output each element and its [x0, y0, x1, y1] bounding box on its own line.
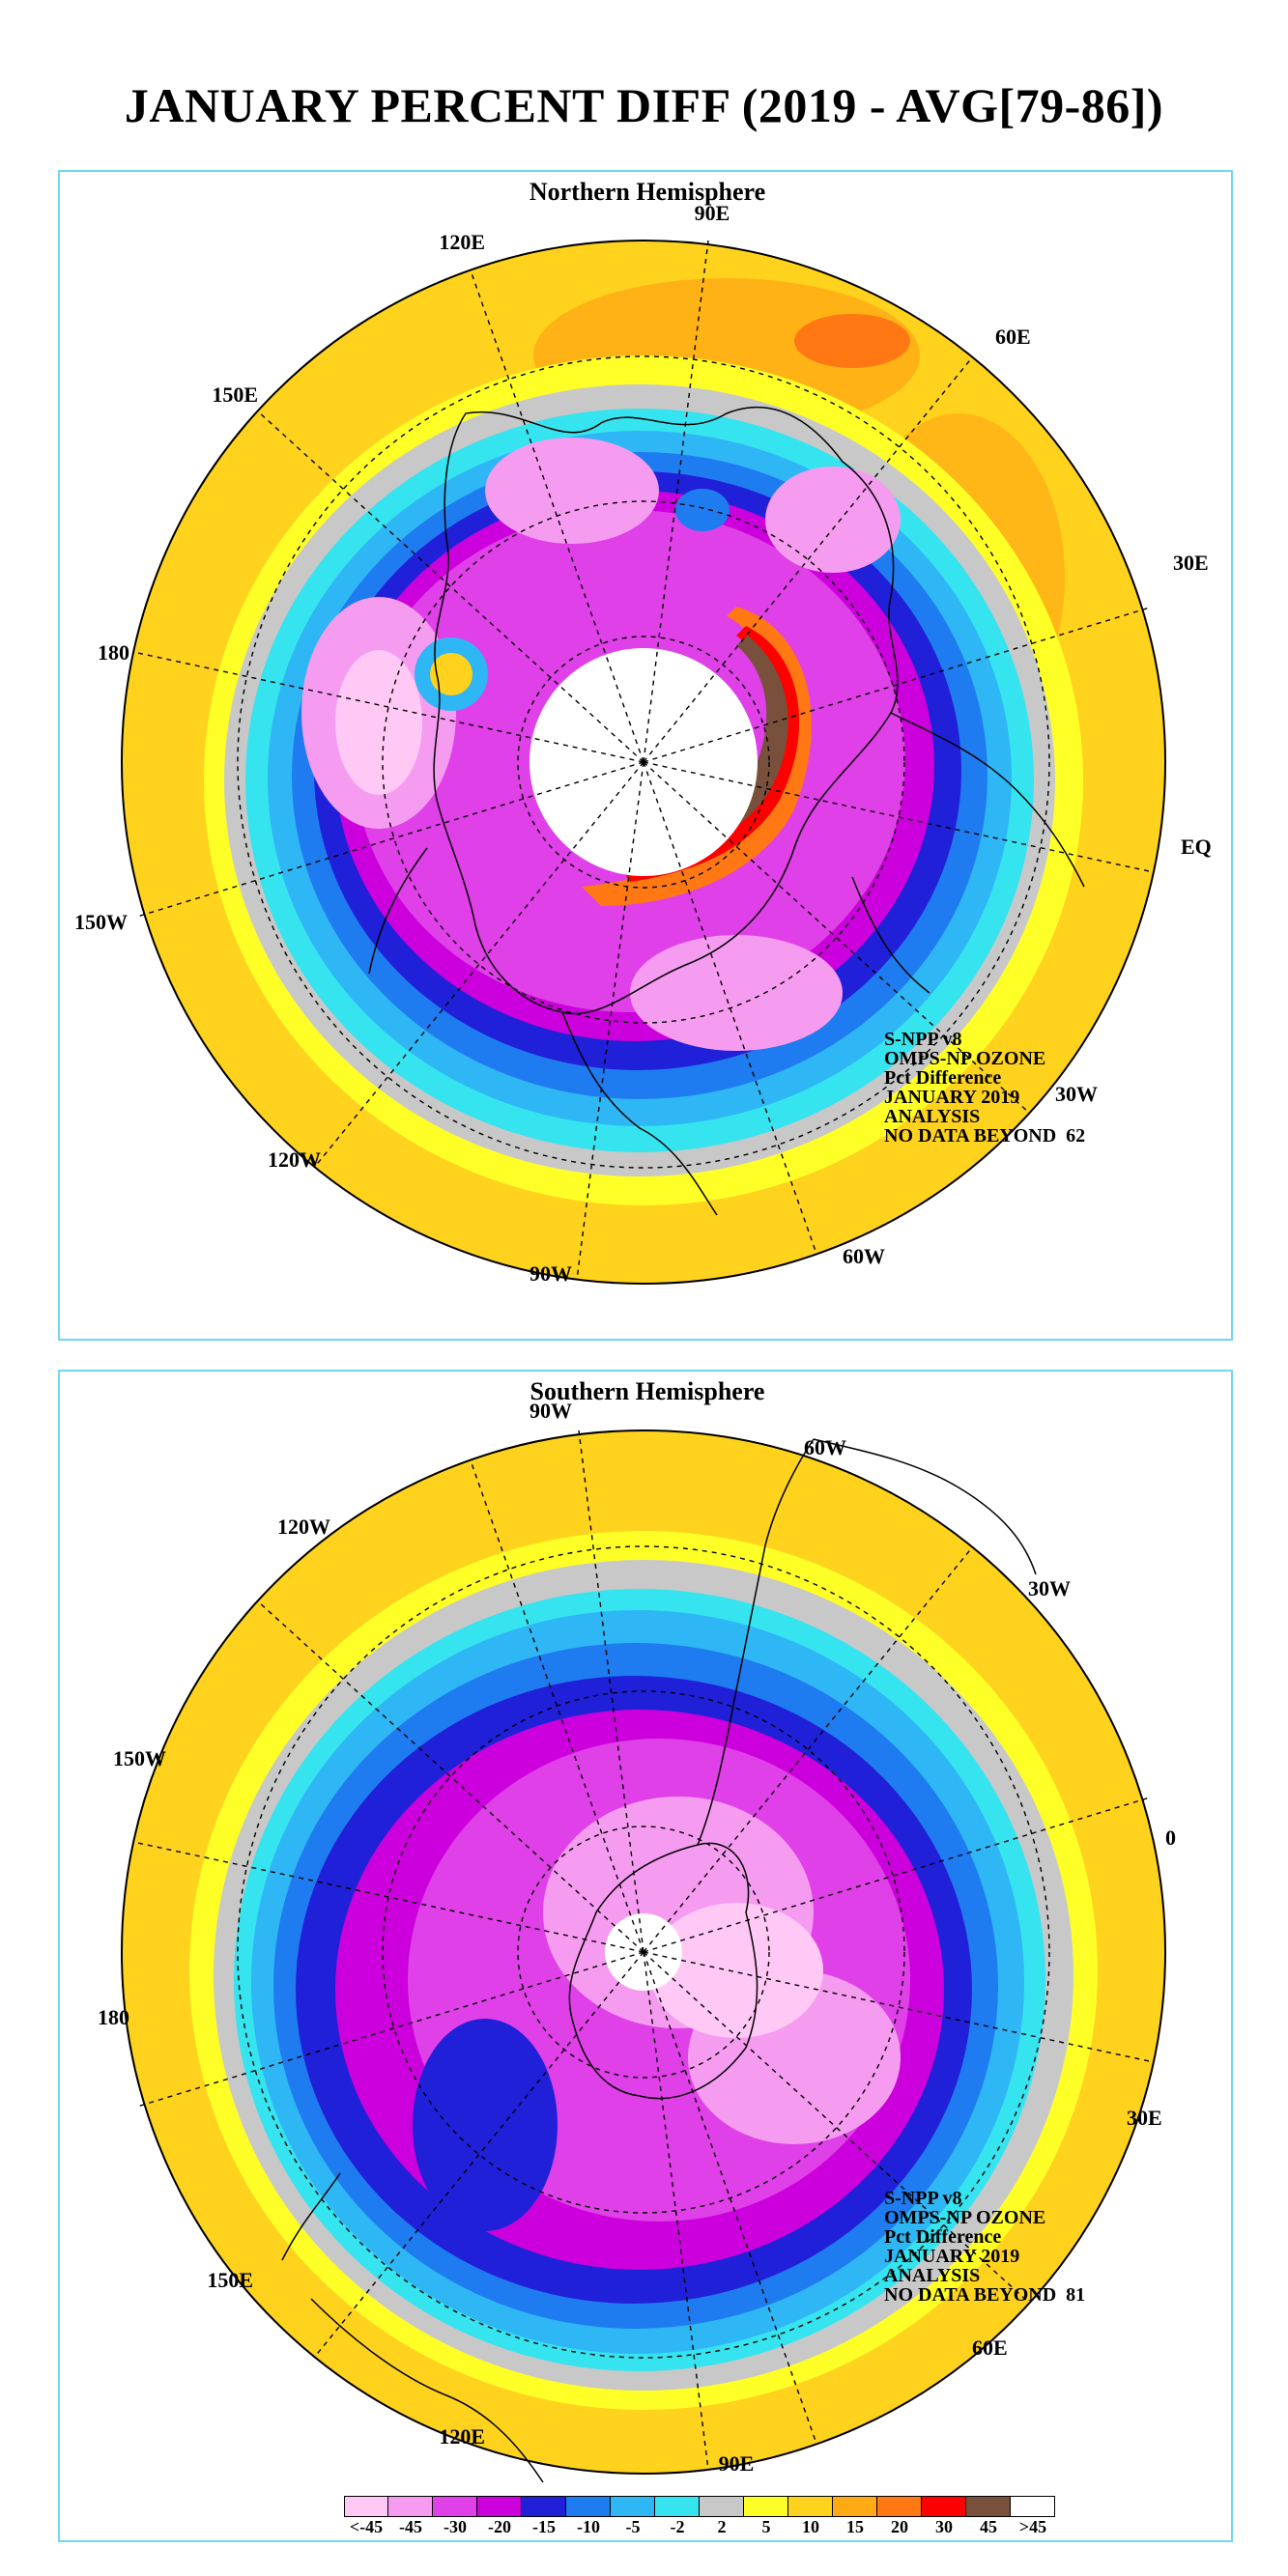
north-longitude-labels: 90E 60E 30E EQ 30W 60W 90W 120W 150W 180…: [74, 201, 1212, 1286]
south-info-line: OMPS-NP OZONE: [884, 2207, 1046, 2228]
north-map-boundary: [121, 240, 1166, 1285]
south-lon-label: 0: [1165, 1826, 1176, 1850]
northern-hemisphere-title: Northern Hemisphere: [529, 178, 766, 206]
south-lon-label: 120E: [439, 2424, 485, 2449]
south-patch-minus15-west: [413, 2019, 558, 2231]
north-lon-label: 60W: [843, 1244, 885, 1268]
colorbar-swatch: [700, 2496, 744, 2517]
colorbar-swatch: [833, 2496, 877, 2517]
south-coastlines: [281, 1438, 1037, 2483]
north-lon-label: 120W: [268, 1147, 321, 1172]
south-lon-label: 90E: [719, 2451, 755, 2476]
colorbar-swatch: [388, 2496, 433, 2517]
north-info-line: NO DATA BEYOND 62: [884, 1125, 1086, 1146]
north-patch-blue-north: [675, 489, 730, 531]
colorbar: [344, 2496, 1055, 2517]
colorbar-label: -15: [532, 2517, 556, 2536]
north-vortex-edge-brown: [654, 636, 788, 860]
north-patch-minus45-south: [630, 935, 843, 1051]
colorbar-label: -45: [399, 2517, 422, 2536]
colorbar-label: -20: [488, 2517, 511, 2536]
south-info-line: S-NPP v8: [884, 2188, 962, 2209]
south-graticule: [132, 1430, 1155, 2471]
page-title: JANUARY PERCENT DIFF (2019 - AVG[79-86]): [124, 78, 1164, 132]
south-info-line: Pct Difference: [884, 2226, 1002, 2248]
colorbar-label: 45: [980, 2517, 997, 2536]
north-lon-label: EQ: [1181, 835, 1212, 859]
north-patch-yellow-west: [430, 653, 472, 695]
north-vortex-edge-red: [620, 626, 800, 882]
colorbar-swatch: [744, 2496, 788, 2517]
south-lon-label: 120W: [277, 1514, 330, 1539]
south-lon-label: 30W: [1028, 1576, 1071, 1600]
south-map-boundary: [121, 1430, 1166, 2475]
colorbar-swatch: [877, 2496, 922, 2517]
colorbar-swatch: [566, 2496, 611, 2517]
colorbar-labels: <-45 -45 -30 -20 -15 -10 -5 -2 2 5 10 15 20 30 45 >45: [344, 2517, 1055, 2538]
colorbar-swatch: [433, 2496, 477, 2517]
north-graticule: [132, 240, 1155, 1281]
colorbar-label: -5: [625, 2517, 641, 2536]
colorbar-swatch: [655, 2496, 700, 2517]
north-lon-label: 30E: [1173, 551, 1209, 575]
north-info-line: ANALYSIS: [884, 1106, 981, 1127]
north-coastlines: [368, 406, 1085, 1216]
north-lon-label: 120E: [439, 230, 485, 254]
southern-hemisphere-panel: Southern Hemisphere: [58, 1370, 1233, 2542]
north-info-block: S-NPP v8 OMPS-NP OZONE Pct Difference JANUA…: [884, 1030, 1085, 1146]
north-lon-label: 150E: [212, 382, 258, 407]
northern-hemisphere-panel: Northern Hemisphere: [58, 170, 1233, 1341]
colorbar-label: 5: [761, 2517, 771, 2536]
north-lon-label: 90E: [695, 201, 730, 225]
colorbar-label: 15: [846, 2517, 864, 2536]
north-info-line: JANUARY 2019: [884, 1087, 1020, 1108]
north-lon-label: 90W: [530, 1261, 572, 1286]
south-lon-label: 30E: [1127, 2106, 1162, 2130]
north-lon-label: 60E: [995, 325, 1031, 349]
south-info-line: JANUARY 2019: [884, 2246, 1020, 2267]
colorbar-label: -30: [444, 2517, 467, 2536]
colorbar-label: -2: [670, 2517, 685, 2536]
north-lon-label: 30W: [1055, 1082, 1098, 1106]
southern-hemisphere-title: Southern Hemisphere: [530, 1377, 765, 1405]
colorbar-label: -10: [577, 2517, 600, 2536]
colorbar-label: >45: [1018, 2517, 1047, 2536]
north-patch-plus20: [794, 314, 910, 368]
north-info-line: S-NPP v8: [884, 1029, 962, 1050]
northern-hemisphere-map: 90E 60E 30E EQ 30W 60W 90W 120W 150W 180…: [74, 201, 1212, 1286]
south-lon-label: 180: [98, 2005, 129, 2029]
colorbar-swatch: [966, 2496, 1011, 2517]
colorbar-swatch: [344, 2496, 388, 2517]
southern-hemisphere-map: 90W 60W 30W 0 30E 60E 90E 120E 150E 180 …: [98, 1399, 1176, 2483]
south-lon-label: 60E: [972, 2335, 1008, 2360]
north-lon-label: 180: [98, 640, 129, 665]
colorbar-swatch: [522, 2496, 566, 2517]
colorbar-label: 20: [891, 2517, 908, 2536]
colorbar-swatch: [477, 2496, 522, 2517]
south-lon-label: 150W: [113, 1746, 166, 1770]
south-lon-label: 90W: [530, 1399, 572, 1423]
north-info-line: Pct Difference: [884, 1067, 1002, 1089]
colorbar-label: <-45: [349, 2517, 384, 2536]
south-lon-label: 60W: [804, 1435, 846, 1459]
colorbar-swatch: [611, 2496, 655, 2517]
south-longitude-labels: 90W 60W 30W 0 30E 60E 90E 120E 150E 180 …: [98, 1399, 1176, 2476]
colorbar-label: 2: [717, 2517, 727, 2536]
south-info-block: S-NPP v8 OMPS-NP OZONE Pct Difference JANUA…: [884, 2189, 1085, 2305]
south-lon-label: 150E: [207, 2268, 253, 2292]
north-patch-minus45-north: [485, 438, 659, 544]
colorbar-swatch: [1011, 2496, 1055, 2517]
north-info-line: OMPS-NP OZONE: [884, 1048, 1046, 1069]
colorbar-label: 30: [935, 2517, 953, 2536]
colorbar-swatch: [922, 2496, 966, 2517]
south-info-line: NO DATA BEYOND 81: [884, 2284, 1086, 2306]
north-patch-below-minus45-west: [335, 650, 422, 795]
colorbar-label: 10: [802, 2517, 819, 2536]
colorbar-swatch: [788, 2496, 833, 2517]
south-info-line: ANALYSIS: [884, 2265, 981, 2286]
north-lon-label: 150W: [74, 910, 128, 934]
north-patch-minus45-ne: [765, 467, 901, 573]
